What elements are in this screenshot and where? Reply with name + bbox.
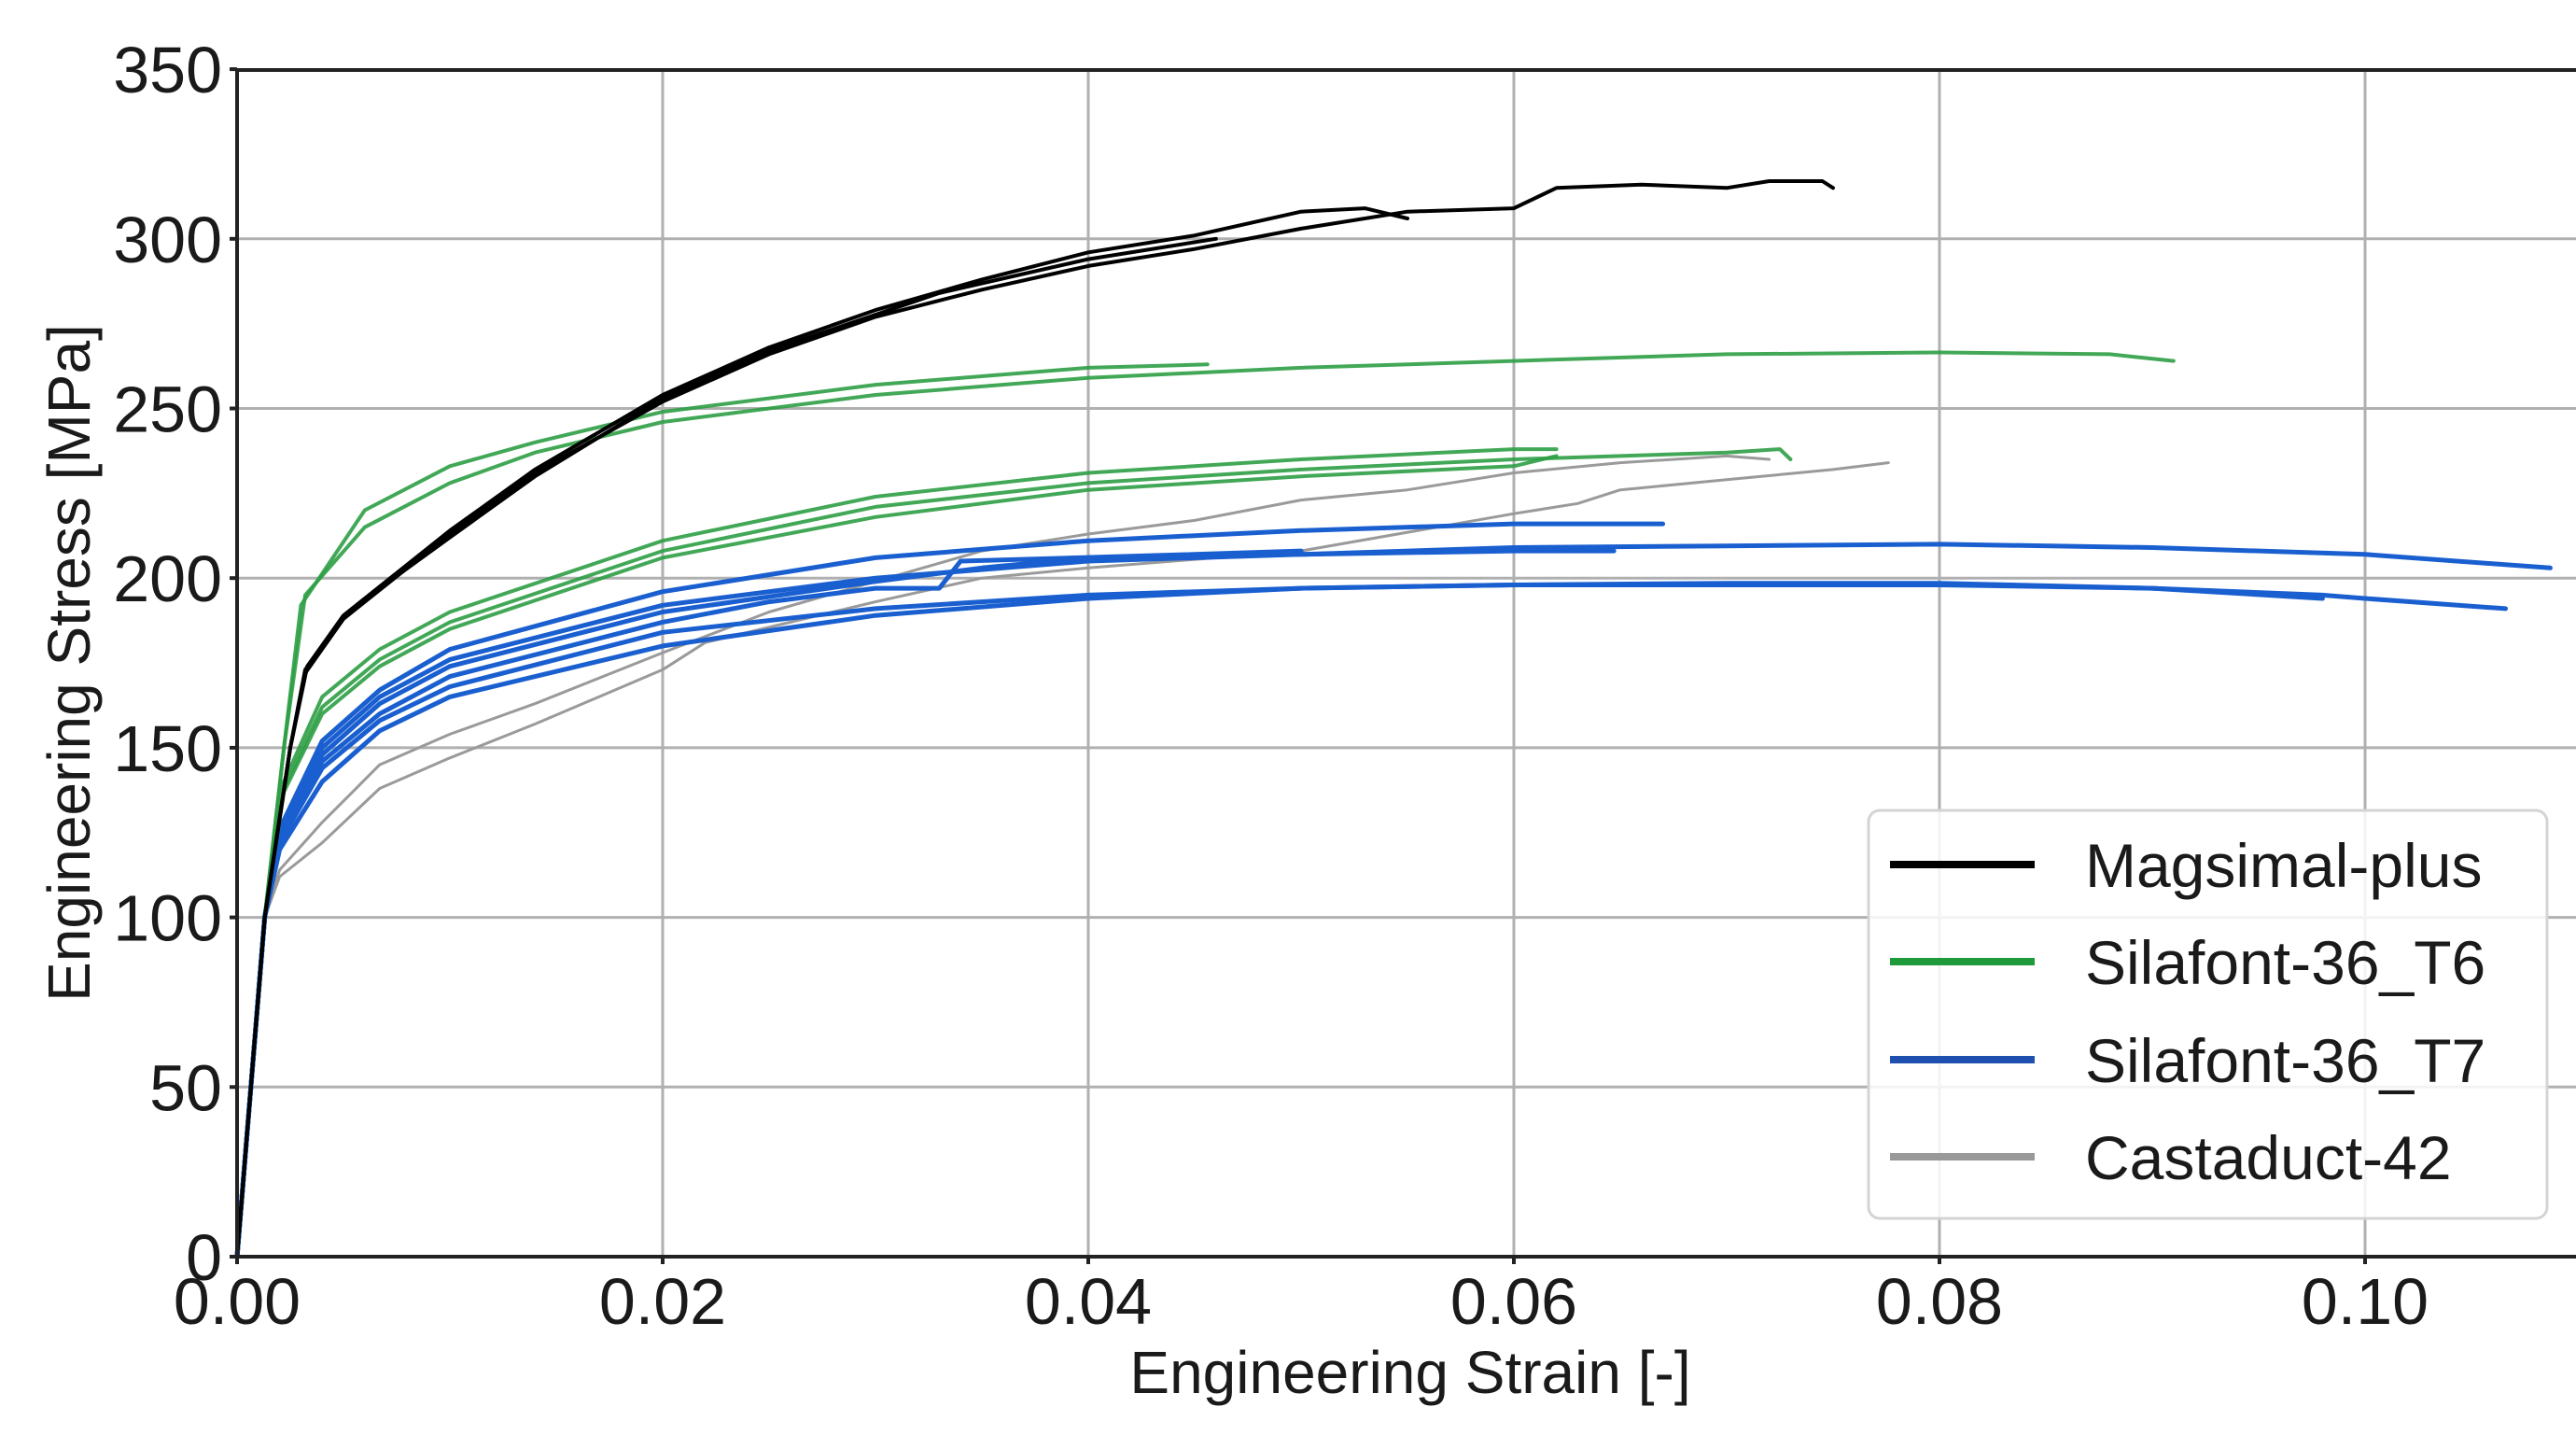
legend-item-castaduct-42: Castaduct-42 [1890, 1123, 2452, 1192]
legend-item-silafont-36-t6: Silafont-36_T6 [1890, 928, 2485, 997]
axis-ticks: 0 50 100 150 200 250 300 350 0.00 0.02 0.04 0.06 0.0… [113, 34, 2429, 1338]
curve-silafont-36-t6 [235, 362, 1210, 1259]
axes-spines [235, 68, 2576, 1259]
x-tick-label: 0.08 [1876, 1265, 2003, 1338]
x-axis-label: Engineering Strain [-] [1129, 1339, 1690, 1406]
y-tick-label: 100 [113, 882, 222, 955]
legend-label: Magsimal-plus [2085, 831, 2482, 900]
curve-magsimal-plus [235, 206, 1409, 1259]
y-tick-label: 300 [113, 204, 222, 276]
y-tick-label: 250 [113, 373, 222, 446]
curve-silafont-36-t6 [235, 447, 1793, 1259]
curve-castaduct-42 [235, 461, 1890, 1259]
x-tick-label: 0.06 [1450, 1265, 1577, 1338]
y-tick-label: 0 [186, 1221, 222, 1294]
y-tick-label: 50 [149, 1051, 222, 1124]
y-tick-label: 200 [113, 542, 222, 615]
legend: Magsimal-plus Silafont-36_T6 Silafont-36… [1867, 809, 2549, 1220]
x-tick-label: 0.00 [174, 1265, 301, 1338]
curve-silafont-36-t6 [235, 447, 1559, 1259]
y-tick-label: 150 [113, 712, 222, 785]
curve-magsimal-plus [235, 179, 1835, 1259]
curve-silafont-36-t7 [234, 548, 1304, 1259]
legend-box [1867, 809, 2549, 1220]
x-tick-label: 0.10 [2302, 1265, 2429, 1338]
x-tick-label: 0.02 [599, 1265, 726, 1338]
plot-area-curves [234, 179, 2553, 1259]
legend-label: Silafont-36_T7 [2085, 1026, 2485, 1095]
x-tick-label: 0.04 [1025, 1265, 1152, 1338]
legend-item-silafont-36-t7: Silafont-36_T7 [1890, 1026, 2485, 1095]
legend-label: Silafont-36_T6 [2085, 928, 2485, 997]
curve-silafont-36-t7 [234, 583, 2325, 1259]
curve-silafont-36-t7 [234, 548, 1617, 1259]
y-axis-label: Engineering Stress [MPa] [35, 324, 103, 1002]
y-tick-label: 350 [113, 34, 222, 106]
legend-label: Castaduct-42 [2085, 1123, 2452, 1192]
legend-item-magsimal-plus: Magsimal-plus [1890, 831, 2482, 900]
curve-silafont-36-t7 [234, 521, 1666, 1259]
